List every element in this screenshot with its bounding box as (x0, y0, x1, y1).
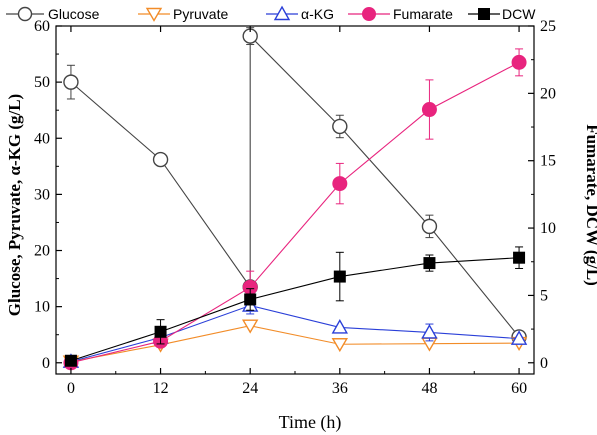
y-left-tick-label: 30 (34, 186, 50, 203)
y-right-tick-label: 10 (540, 220, 556, 237)
legend-marker-glucose (17, 6, 33, 22)
y-left-tick-label: 0 (42, 355, 50, 372)
y-right-tick-label: 20 (540, 85, 556, 102)
series-line-dcw (70, 257, 520, 362)
legend-marker-akg (273, 5, 291, 21)
legend: Glucose Pyruvate α-KG Fumarate DCW (6, 5, 536, 22)
legend-label-dcw: DCW (502, 6, 536, 22)
point-pyruvate (331, 338, 349, 353)
x-tick-label: 60 (511, 380, 527, 397)
point-dcw (244, 293, 257, 306)
point-dcw (64, 354, 77, 367)
legend-marker-dcw (478, 8, 490, 20)
series-fumarate (63, 48, 527, 371)
y-left-tick-label: 40 (34, 130, 50, 147)
x-tick-label: 12 (153, 380, 169, 397)
point-glucose (421, 218, 438, 235)
series-line-pyruvate (70, 325, 520, 363)
y-left-tick-label: 20 (34, 243, 50, 260)
point-glucose (152, 151, 169, 168)
x-tick-label: 0 (67, 380, 75, 397)
y-axis-left-title: Glucose, Pyruvate, α-KG (g/L) (5, 94, 24, 316)
x-tick-label: 36 (332, 380, 348, 397)
legend-label-pyruvate: Pyruvate (173, 6, 228, 22)
y-axis-right-title: Fumarate, DCW (g/L) (583, 124, 597, 286)
point-dcw (154, 325, 167, 338)
point-glucose (63, 74, 79, 90)
plot-frame (55, 25, 535, 375)
series-kg (62, 296, 528, 368)
legend-marker-fumarate (362, 7, 376, 21)
point-pyruvate (241, 319, 259, 334)
series-dcw (64, 246, 526, 367)
series-line-fumarate (70, 61, 520, 364)
legend-label-fumarate: Fumarate (393, 6, 453, 22)
series-line-kg (70, 304, 520, 363)
y-left-tick-label: 50 (34, 74, 50, 91)
point-kg (331, 318, 349, 334)
series-pyruvate (62, 319, 528, 370)
y-right-tick-label: 15 (540, 153, 556, 170)
legend-label-akg: α-KG (301, 6, 334, 22)
point-dcw (513, 251, 526, 264)
axes (55, 25, 535, 375)
point-fumarate (511, 54, 527, 70)
series-line-glucose (70, 34, 520, 338)
x-axis-title: Time (h) (279, 412, 342, 433)
point-dcw (333, 270, 346, 283)
y-left-tick-label: 10 (34, 299, 50, 316)
point-glucose (332, 118, 348, 135)
series-layer (62, 27, 528, 371)
y-left-tick-label: 60 (34, 18, 50, 35)
point-fumarate (332, 176, 348, 192)
point-kg (421, 324, 438, 339)
x-tick-label: 48 (421, 380, 437, 397)
point-dcw (423, 257, 436, 270)
y-right-tick-label: 5 (540, 287, 548, 304)
y-right-tick-label: 0 (540, 355, 548, 372)
legend-label-glucose: Glucose (48, 6, 100, 22)
ticks-layer: 0 12 24 36 48 60 0 10 20 30 40 50 60 0 5 10 15 20 25 (34, 18, 556, 397)
legend-marker-pyruvate (145, 7, 163, 22)
point-kg (510, 330, 528, 345)
y-right-tick-label: 25 (540, 18, 556, 35)
point-fumarate (421, 102, 437, 118)
x-tick-label: 24 (242, 380, 258, 397)
series-glucose (63, 27, 527, 345)
